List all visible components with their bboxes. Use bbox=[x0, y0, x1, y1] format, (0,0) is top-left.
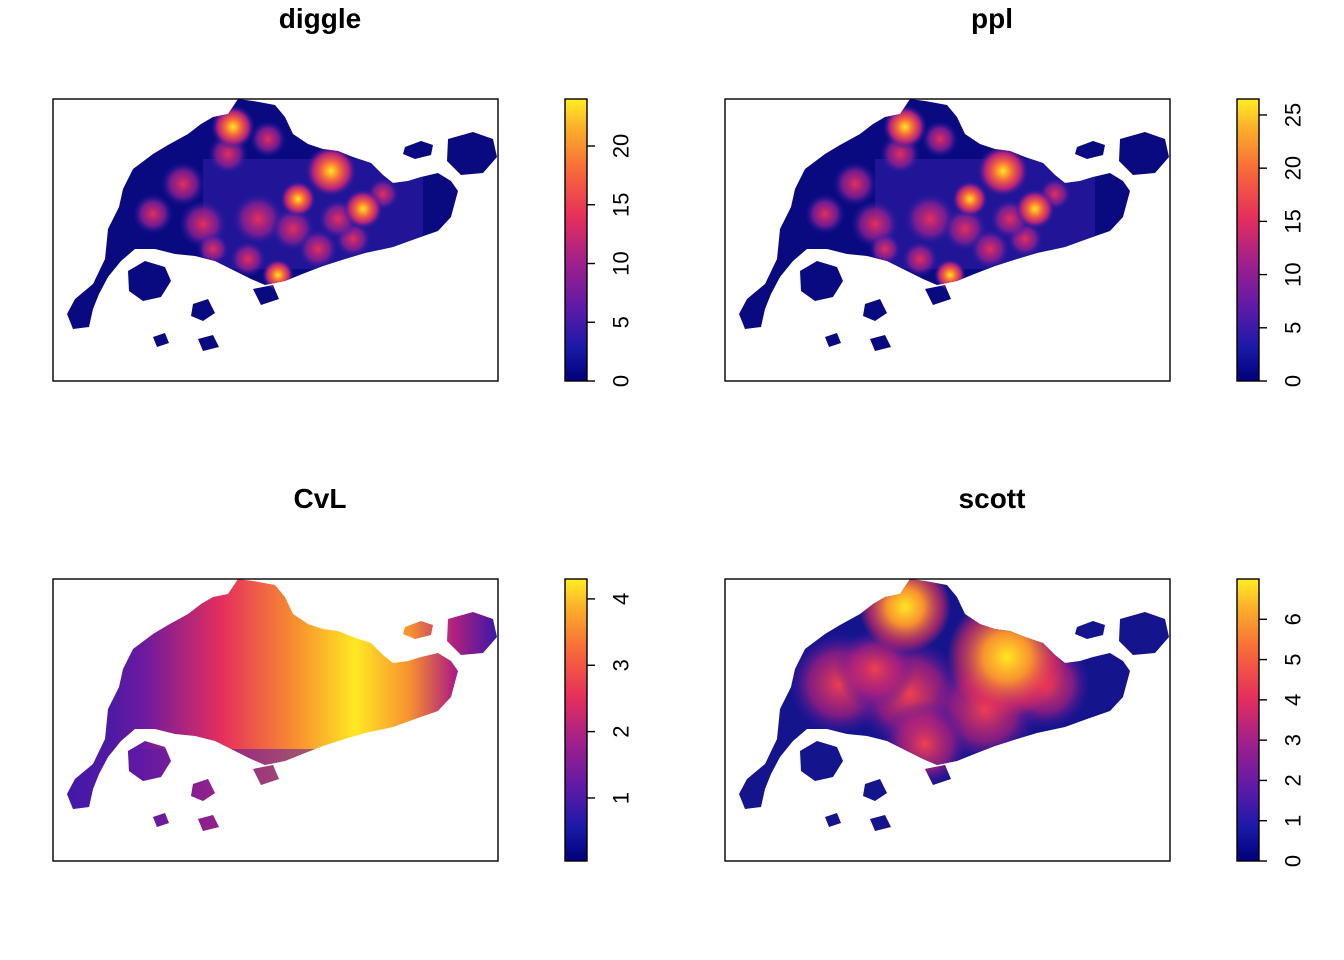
colorbar-tick-label: 5 bbox=[1281, 653, 1306, 665]
colorbar-tick-label: 0 bbox=[1281, 855, 1306, 867]
plot-frame bbox=[52, 578, 499, 862]
colorbar-tick-label: 5 bbox=[609, 316, 634, 328]
colorbar-tick-label: 3 bbox=[609, 659, 634, 671]
colorbar-tick-label: 15 bbox=[1281, 209, 1306, 233]
colorbar-tick-label: 3 bbox=[1281, 734, 1306, 746]
plot-frame bbox=[724, 98, 1171, 382]
colorbar-tick-label: 4 bbox=[609, 593, 634, 605]
colorbar-tick-label: 5 bbox=[1281, 322, 1306, 334]
colorbar-tick-label: 0 bbox=[609, 375, 634, 387]
density-map bbox=[52, 578, 499, 862]
colorbar-tick-label: 10 bbox=[1281, 262, 1306, 286]
panel-4: scott 0 1 2 3 4 5 6 bbox=[724, 483, 1306, 867]
panel-title: CvL bbox=[294, 483, 347, 514]
colorbar-tick-label: 1 bbox=[1281, 815, 1306, 827]
colorbar: 0 1 2 3 4 5 6 bbox=[1236, 578, 1306, 867]
panel-3: CvL 1 2 3 4 bbox=[52, 483, 634, 862]
colorbar-tick-label: 2 bbox=[609, 725, 634, 737]
density-map bbox=[724, 578, 1171, 862]
panel-1: diggle 0 5 10 15 20 bbox=[52, 3, 634, 387]
colorbar-tick-label: 10 bbox=[609, 251, 634, 275]
panel-title: ppl bbox=[971, 3, 1013, 34]
panels: diggle05101520ppl0510152025CvL1234scott0… bbox=[52, 3, 1306, 867]
colorbar-tick-label: 20 bbox=[1281, 156, 1306, 180]
plot-frame bbox=[52, 98, 499, 382]
density-map bbox=[724, 98, 1171, 382]
colorbar-gradient bbox=[1237, 579, 1259, 861]
plot-frame bbox=[724, 578, 1171, 862]
colorbar: 0 5 10 15 20 bbox=[564, 98, 634, 387]
colorbar: 0 5 10 15 20 25 bbox=[1236, 98, 1306, 387]
colorbar-tick-label: 15 bbox=[609, 193, 634, 217]
colorbar-gradient bbox=[1237, 99, 1259, 381]
colorbar-gradient bbox=[565, 99, 587, 381]
colorbar: 1 2 3 4 bbox=[564, 578, 634, 862]
colorbar-tick-label: 4 bbox=[1281, 694, 1306, 706]
panel-2: ppl 0 5 10 15 20 25 bbox=[724, 3, 1306, 387]
colorbar-tick-label: 25 bbox=[1281, 103, 1306, 127]
colorbar-tick-label: 1 bbox=[609, 792, 634, 804]
colorbar-tick-label: 2 bbox=[1281, 774, 1306, 786]
panel-title: scott bbox=[959, 483, 1026, 514]
density-map bbox=[52, 98, 499, 382]
panel-title: diggle bbox=[279, 3, 361, 34]
density-surface bbox=[67, 579, 497, 831]
colorbar-gradient bbox=[565, 579, 587, 861]
colorbar-tick-label: 6 bbox=[1281, 613, 1306, 625]
colorbar-tick-label: 0 bbox=[1281, 375, 1306, 387]
colorbar-tick-label: 20 bbox=[609, 134, 634, 158]
